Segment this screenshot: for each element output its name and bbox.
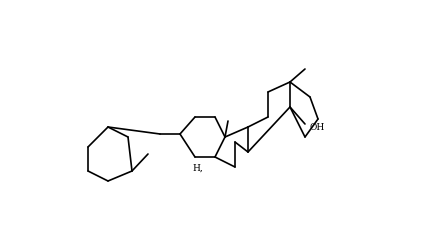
Text: H,: H,	[192, 163, 203, 172]
Text: OH: OH	[309, 123, 325, 132]
